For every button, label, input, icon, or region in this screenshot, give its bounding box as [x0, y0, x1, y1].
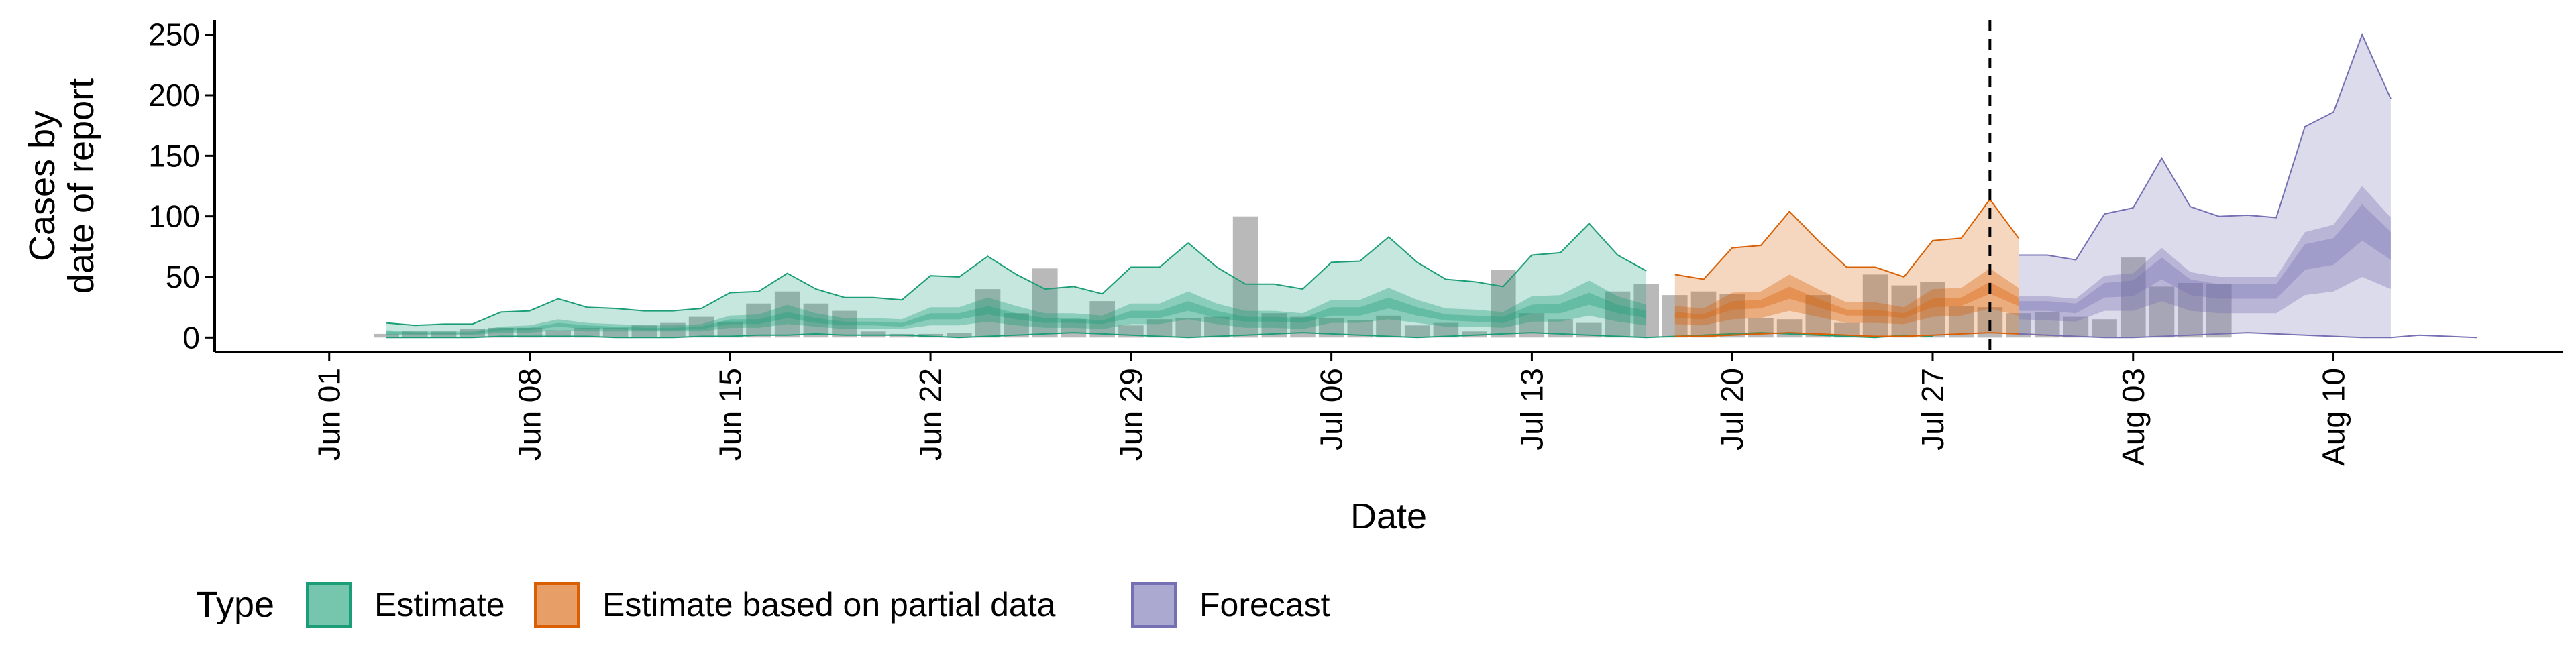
y-axis-title-line: date of report [61, 78, 101, 294]
reported-case-bar [574, 327, 600, 338]
x-tick-label: Jun 22 [913, 368, 948, 461]
reported-case-bar [1404, 325, 1430, 338]
y-axis-title-line: Cases by [22, 111, 62, 261]
estimate-based-on-partial-data-upper-edge [1674, 198, 2019, 280]
legend-label: Estimate [374, 586, 505, 624]
reported-case-bar [2178, 283, 2203, 338]
reported-case-bar [1175, 318, 1201, 338]
reported-case-bar [402, 331, 428, 338]
reported-case-bar [947, 333, 972, 338]
reported-case-bar [1948, 306, 1974, 338]
estimate-based-on-partial-data-lower-edge [1674, 332, 2076, 337]
forecast-upper-edge [2019, 33, 2392, 261]
reported-case-bar [2092, 319, 2117, 338]
estimate-band-50 [386, 280, 1647, 335]
legend-label: Forecast [1199, 586, 1330, 624]
y-axis-title: Cases bydate of report [22, 78, 101, 294]
x-tick-label: Aug 10 [2316, 368, 2351, 466]
reported-case-bar [1232, 216, 1258, 338]
reported-case-bar [1834, 322, 1860, 338]
reported-case-bar [1004, 313, 1029, 338]
y-tick-label: 50 [166, 259, 200, 294]
y-tick-label: 250 [148, 17, 200, 52]
y-tick-label: 0 [182, 320, 200, 355]
series-estimate-based-on-partial-data [1674, 198, 2076, 337]
estimate-bands [386, 33, 2477, 339]
estimate-upper-edge [386, 223, 1647, 327]
reported-case-bar [374, 333, 399, 338]
reported-case-bar [488, 327, 514, 338]
legend-key [306, 582, 352, 628]
reported-case-bar [460, 329, 485, 338]
forecast-band-90 [2019, 34, 2391, 338]
x-tick-label: Jul 20 [1715, 368, 1750, 451]
reported-case-bar [1433, 322, 1459, 338]
reported-case-bar [688, 316, 714, 338]
reported-case-bar [2121, 257, 2146, 338]
x-tick-label: Jun 15 [712, 368, 747, 461]
reported-case-bar [1920, 282, 1945, 338]
reported-case-bar [545, 330, 571, 338]
y-tick-label: 100 [148, 199, 200, 234]
reported-case-bar [1146, 319, 1173, 338]
reported-case-bar [1376, 315, 1401, 338]
reported-case-bar [1805, 295, 1831, 338]
legend-key [534, 582, 580, 628]
reported-case-bar [1576, 322, 1602, 338]
reported-case-bar [1204, 316, 1230, 338]
reported-case-bar [1290, 316, 1316, 338]
x-axis-title: Date [1350, 496, 1427, 536]
reported-case-bar [1690, 291, 1717, 338]
legend-key [1131, 582, 1177, 628]
x-tick-label: Jul 27 [1915, 368, 1950, 451]
reported-case-bar [774, 291, 800, 338]
reported-case-bar [631, 325, 657, 338]
reported-case-bar [717, 321, 743, 338]
reported-case-bar [431, 331, 457, 338]
reported-case-bar [2206, 284, 2232, 338]
reported-case-bar [1491, 270, 1516, 338]
x-tick-label: Jun 01 [312, 368, 347, 461]
estimate-based-on-partial-data-band-50 [1674, 268, 2019, 326]
series-forecast [2018, 33, 2477, 339]
reported-case-bar [746, 303, 771, 338]
reported-case-bar [1061, 319, 1087, 338]
forecast-band-20 [2019, 204, 2391, 314]
reported-case-bar [602, 327, 629, 338]
legend: Type Estimate Estimate based on partial da… [196, 582, 1330, 628]
forecast-lower-edge [2018, 332, 2477, 339]
reported-case-bar [1891, 285, 1917, 338]
reported-case-bar [1662, 295, 1688, 338]
estimate-based-on-partial-data-band-20 [1674, 282, 2019, 320]
x-tick-label: Jun 29 [1114, 368, 1148, 461]
x-tick-label: Jun 08 [513, 368, 547, 461]
legend-title: Type [196, 585, 274, 625]
reported-case-bar [832, 310, 857, 338]
y-tick-label: 200 [148, 78, 200, 113]
reported-case-bar [517, 327, 543, 338]
y-tick-label: 150 [148, 138, 200, 173]
reported-case-bar [2034, 312, 2060, 338]
reported-case-bar [1719, 294, 1745, 338]
reported-case-bar [2063, 316, 2089, 338]
reported-case-bar [975, 289, 1001, 338]
reported-case-bar [2149, 286, 2175, 338]
forecast-band-50 [2019, 186, 2391, 322]
reported-case-bar [1032, 268, 1058, 338]
estimate-band-20 [386, 292, 1647, 334]
reported-cases-bars [374, 216, 2232, 338]
reported-case-bar [1633, 284, 1659, 338]
legend-label: Estimate based on partial data [602, 586, 1056, 624]
reported-case-bar [803, 303, 829, 338]
x-tick-label: Jul 06 [1314, 368, 1349, 451]
reported-case-bar [1605, 291, 1631, 338]
reported-case-bar [660, 322, 686, 338]
x-tick-label: Jul 13 [1514, 368, 1549, 451]
x-tick-label: Aug 03 [2116, 368, 2151, 466]
reported-case-bar [1862, 274, 1888, 338]
reported-case-bar [1089, 301, 1115, 338]
